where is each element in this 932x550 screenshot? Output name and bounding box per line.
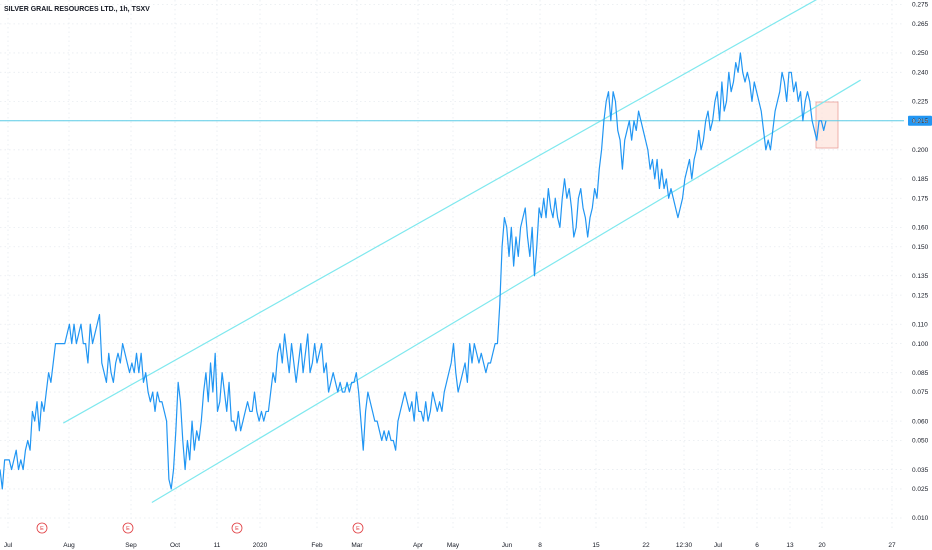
x-tick-label: Jun — [502, 542, 513, 549]
x-tick-label: Oct — [170, 542, 180, 549]
earnings-marker[interactable]: E — [36, 522, 48, 534]
x-axis: Jul Aug Sep Oct 11 2020 Feb Mar Apr May Jun 8 15 22 12… — [4, 542, 896, 549]
y-tick-label: 0.060 — [912, 418, 929, 425]
y-tick-label: 0.215 — [912, 118, 929, 125]
x-tick-label: May — [447, 542, 460, 549]
x-tick-label: 12:30 — [676, 542, 693, 549]
y-tick-label: 0.100 — [912, 341, 929, 348]
price-line-series — [0, 52, 827, 490]
y-tick-label: 0.160 — [912, 225, 929, 232]
y-tick-label: 0.175 — [912, 195, 929, 202]
y-axis: 0.275 0.265 0.250 0.240 0.225 0.215 0.200 0.185… — [912, 2, 929, 523]
y-tick-label: 0.110 — [912, 321, 928, 328]
x-tick-label: 11 — [214, 542, 221, 549]
grid — [0, 0, 904, 530]
earnings-marker-label: E — [356, 526, 360, 532]
last-price-line: 0.215 — [0, 115, 932, 126]
earnings-marker-circle — [36, 522, 48, 534]
x-tick-label: 27 — [888, 542, 896, 549]
y-tick-label: 0.125 — [912, 292, 929, 299]
x-tick-label: Sep — [125, 542, 137, 549]
x-tick-label: Jul — [714, 542, 723, 549]
last-price-label: 0.215 — [912, 118, 929, 125]
channel-lines — [62, 0, 861, 504]
x-tick-label: 20 — [818, 542, 826, 549]
channel-line — [151, 79, 861, 504]
channel-line — [62, 0, 818, 424]
y-tick-label: 0.275 — [912, 2, 929, 9]
earnings-marker[interactable]: E — [352, 522, 364, 534]
x-tick-label: Mar — [351, 542, 363, 549]
y-tick-label: 0.200 — [912, 147, 929, 154]
y-tick-label: 0.240 — [912, 70, 929, 77]
x-tick-label: 13 — [786, 542, 794, 549]
earnings-marker-circle — [122, 522, 134, 534]
x-tick-label: 15 — [592, 542, 600, 549]
highlight-box — [815, 101, 839, 149]
x-tick-label: Apr — [413, 542, 424, 549]
chart-title: SILVER GRAIL RESOURCES LTD., 1h, TSXV — [4, 6, 150, 13]
earnings-marker-circle — [231, 522, 243, 534]
y-tick-label: 0.085 — [912, 370, 929, 377]
y-tick-label: 0.250 — [912, 50, 929, 57]
y-tick-label: 0.185 — [912, 176, 929, 183]
y-tick-label: 0.075 — [912, 389, 929, 396]
y-tick-label: 0.035 — [912, 467, 929, 474]
last-price-badge — [908, 115, 932, 126]
earnings-marker-label: E — [235, 526, 239, 532]
earnings-marker-label: E — [40, 526, 44, 532]
y-tick-label: 0.050 — [912, 438, 929, 445]
y-tick-label: 0.150 — [912, 244, 929, 251]
y-tick-label: 0.225 — [912, 99, 929, 106]
x-tick-label: 22 — [642, 542, 650, 549]
y-tick-label: 0.025 — [912, 486, 929, 493]
x-tick-label: Jul — [4, 542, 13, 549]
x-tick-label: 2020 — [253, 542, 268, 549]
earnings-marker[interactable]: E — [122, 522, 134, 534]
earnings-marker-circle — [352, 522, 364, 534]
y-tick-label: 0.265 — [912, 21, 929, 28]
x-tick-label: Feb — [311, 542, 323, 549]
x-tick-label: 6 — [755, 542, 759, 549]
x-tick-label: 8 — [538, 542, 542, 549]
earnings-marker[interactable]: E — [231, 522, 243, 534]
y-tick-label: 0.010 — [912, 515, 929, 522]
earnings-marker-label: E — [126, 526, 130, 532]
x-tick-label: Aug — [63, 542, 75, 549]
y-tick-label: 0.135 — [912, 273, 929, 280]
